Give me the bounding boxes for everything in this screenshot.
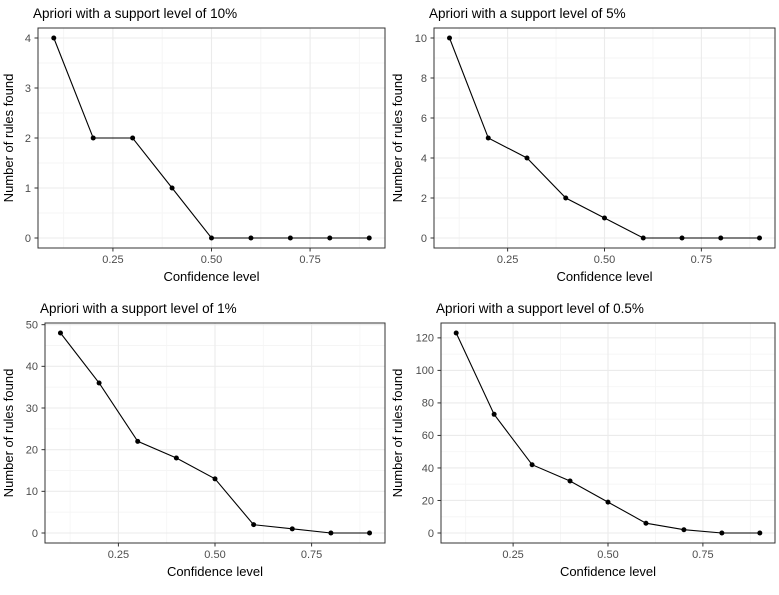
svg-text:0.50: 0.50 (594, 254, 615, 266)
svg-text:Apriori with a support level o: Apriori with a support level of 0.5% (436, 301, 644, 316)
svg-text:0.25: 0.25 (502, 549, 523, 561)
svg-text:Number of rules found: Number of rules found (1, 74, 16, 203)
svg-text:6: 6 (421, 113, 427, 125)
svg-text:Confidence level: Confidence level (167, 564, 263, 579)
svg-text:0.25: 0.25 (102, 254, 123, 266)
svg-text:60: 60 (422, 430, 434, 442)
chart-cell-support-0p5pct: 0.25 0.50 0.75 0 20 40 60 80 100 120 Apriori with … (389, 295, 779, 590)
svg-text:0.75: 0.75 (301, 549, 322, 561)
svg-text:2: 2 (25, 133, 31, 145)
svg-text:Apriori with a support level o: Apriori with a support level of 10% (33, 6, 237, 21)
svg-text:10: 10 (415, 33, 427, 45)
svg-text:2: 2 (421, 193, 427, 205)
svg-text:Confidence level: Confidence level (556, 269, 652, 284)
svg-text:40: 40 (422, 463, 434, 475)
chart-cell-support-5pct: 0.25 0.50 0.75 0 2 4 6 8 10 Apriori with a suppor… (389, 0, 779, 295)
svg-text:0: 0 (428, 528, 434, 540)
svg-text:30: 30 (26, 403, 38, 415)
svg-text:50: 50 (26, 319, 38, 331)
svg-text:Number of rules found: Number of rules found (1, 369, 16, 498)
svg-text:4: 4 (25, 33, 31, 45)
svg-text:3: 3 (25, 83, 31, 95)
svg-text:0.75: 0.75 (692, 549, 713, 561)
svg-text:0: 0 (421, 233, 427, 245)
svg-text:80: 80 (422, 398, 434, 410)
svg-text:Apriori with a support level o: Apriori with a support level of 1% (40, 301, 237, 316)
chart-support-0p5pct: 0.25 0.50 0.75 0 20 40 60 80 100 120 Apriori with … (389, 295, 779, 590)
svg-text:0.25: 0.25 (108, 549, 129, 561)
svg-text:0.50: 0.50 (597, 549, 618, 561)
svg-text:40: 40 (26, 361, 38, 373)
svg-text:8: 8 (421, 73, 427, 85)
svg-text:Confidence level: Confidence level (163, 269, 259, 284)
svg-text:Number of rules found: Number of rules found (390, 369, 405, 498)
svg-text:10: 10 (26, 486, 38, 498)
svg-text:0.25: 0.25 (497, 254, 518, 266)
chart-cell-support-10pct: 0.25 0.50 0.75 0 1 2 3 4 Apriori with a support … (0, 0, 389, 295)
chart-cell-support-1pct: 0.25 0.50 0.75 0 10 20 30 40 50 Apriori with a su… (0, 295, 389, 590)
svg-text:0: 0 (32, 528, 38, 540)
svg-text:0.75: 0.75 (691, 254, 712, 266)
svg-text:4: 4 (421, 153, 427, 165)
svg-text:0.50: 0.50 (201, 254, 222, 266)
svg-text:20: 20 (422, 495, 434, 507)
svg-text:0: 0 (25, 233, 31, 245)
svg-text:0.50: 0.50 (204, 549, 225, 561)
svg-text:20: 20 (26, 444, 38, 456)
svg-text:Apriori with a support level o: Apriori with a support level of 5% (429, 6, 626, 21)
svg-text:1: 1 (25, 183, 31, 195)
svg-text:100: 100 (416, 365, 434, 377)
svg-text:120: 120 (416, 333, 434, 345)
svg-text:Number of rules found: Number of rules found (390, 74, 405, 203)
svg-text:0.75: 0.75 (299, 254, 320, 266)
svg-text:Confidence level: Confidence level (560, 564, 656, 579)
